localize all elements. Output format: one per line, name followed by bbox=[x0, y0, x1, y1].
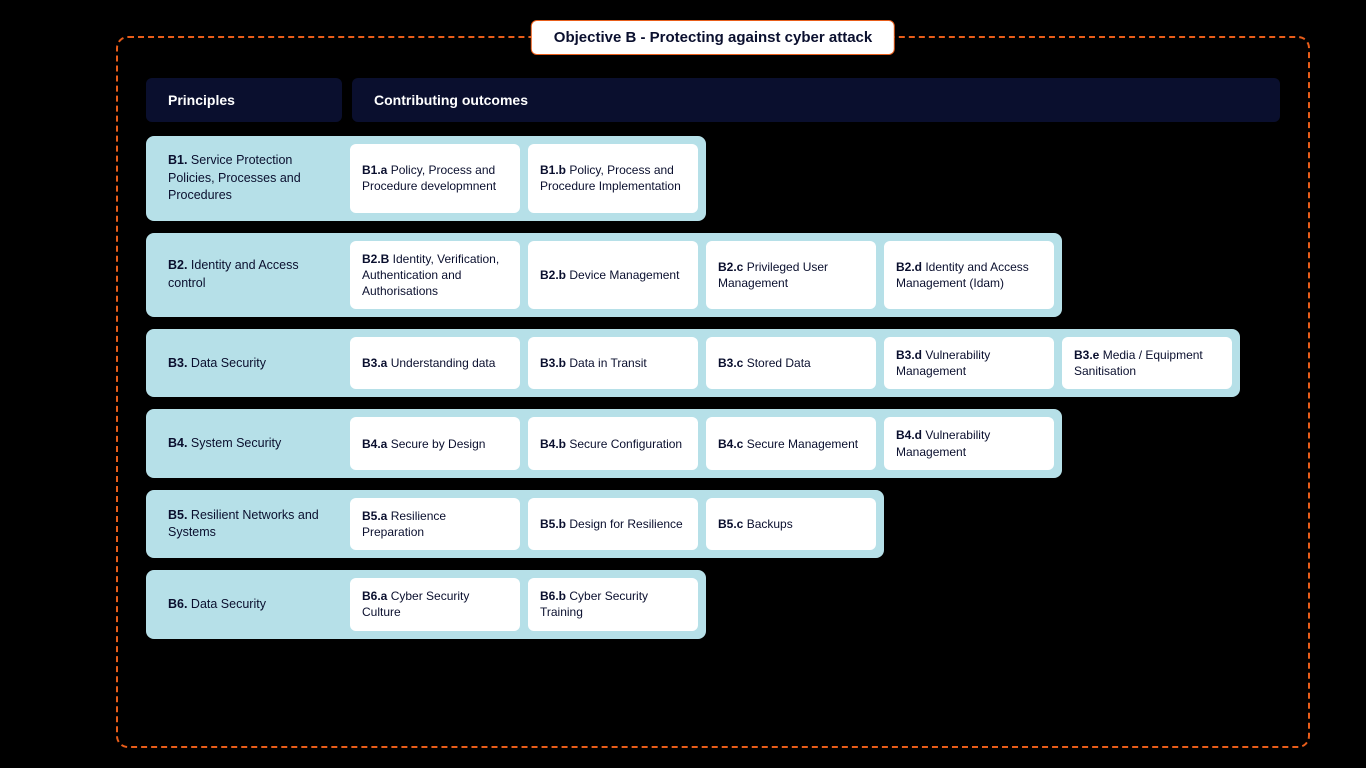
outcome-code: B4.a bbox=[362, 437, 387, 451]
principle-row: B1. Service Protection Policies, Process… bbox=[146, 136, 706, 221]
principle-code: B6. bbox=[168, 597, 187, 611]
principle-code: B1. bbox=[168, 153, 187, 167]
principle-text: Resilient Networks and Systems bbox=[168, 508, 319, 540]
header-principles: Principles bbox=[146, 78, 342, 122]
outcome-cell: B2.d Identity and Access Management (Ida… bbox=[884, 241, 1054, 310]
principle-row: B2. Identity and Access controlB2.B Iden… bbox=[146, 233, 1062, 318]
objective-title: Objective B - Protecting against cyber a… bbox=[531, 20, 895, 55]
outcome-cell: B5.b Design for Resilience bbox=[528, 498, 698, 550]
outcome-text: Stored Data bbox=[743, 356, 810, 370]
principle-cell: B2. Identity and Access control bbox=[154, 241, 342, 310]
objective-frame: Objective B - Protecting against cyber a… bbox=[116, 36, 1310, 748]
principle-cell: B3. Data Security bbox=[154, 337, 342, 389]
outcome-cell: B3.d Vulnerability Management bbox=[884, 337, 1054, 389]
principle-text: System Security bbox=[187, 436, 281, 450]
principle-row: B5. Resilient Networks and SystemsB5.a R… bbox=[146, 490, 884, 558]
principle-code: B3. bbox=[168, 356, 187, 370]
outcome-code: B2.c bbox=[718, 260, 743, 274]
outcome-code: B2.B bbox=[362, 252, 389, 266]
principle-text: Data Security bbox=[187, 597, 266, 611]
outcome-cell: B3.c Stored Data bbox=[706, 337, 876, 389]
outcome-code: B1.b bbox=[540, 163, 566, 177]
principle-cell: B1. Service Protection Policies, Process… bbox=[154, 144, 342, 213]
outcome-cell: B5.a Resilience Preparation bbox=[350, 498, 520, 550]
outcome-code: B2.d bbox=[896, 260, 922, 274]
outcome-cell: B3.a Understanding data bbox=[350, 337, 520, 389]
outcome-code: B4.d bbox=[896, 428, 922, 442]
principle-row: B3. Data SecurityB3.a Understanding data… bbox=[146, 329, 1240, 397]
outcome-code: B5.c bbox=[718, 517, 743, 531]
outcome-code: B6.b bbox=[540, 589, 566, 603]
principle-code: B4. bbox=[168, 436, 187, 450]
outcome-text: Secure Management bbox=[743, 437, 858, 451]
outcome-code: B3.e bbox=[1074, 348, 1099, 362]
outcome-cell: B3.e Media / Equipment Sanitisation bbox=[1062, 337, 1232, 389]
outcome-text: Backups bbox=[743, 517, 792, 531]
outcome-code: B5.a bbox=[362, 509, 387, 523]
outcome-text: Data in Transit bbox=[566, 356, 647, 370]
outcome-code: B3.b bbox=[540, 356, 566, 370]
rows-container: B1. Service Protection Policies, Process… bbox=[146, 136, 1280, 639]
outcome-code: B3.d bbox=[896, 348, 922, 362]
principle-code: B2. bbox=[168, 258, 187, 272]
principle-text: Service Protection Policies, Processes a… bbox=[168, 153, 301, 202]
outcome-cell: B1.b Policy, Process and Procedure Imple… bbox=[528, 144, 698, 213]
outcome-cell: B6.b Cyber Security Training bbox=[528, 578, 698, 630]
principle-text: Identity and Access control bbox=[168, 258, 299, 290]
outcome-cell: B4.a Secure by Design bbox=[350, 417, 520, 469]
outcome-cell: B2.b Device Management bbox=[528, 241, 698, 310]
outcome-code: B2.b bbox=[540, 268, 566, 282]
outcome-cell: B4.b Secure Configuration bbox=[528, 417, 698, 469]
outcome-code: B4.c bbox=[718, 437, 743, 451]
principle-cell: B6. Data Security bbox=[154, 578, 342, 630]
outcome-text: Design for Resilience bbox=[566, 517, 683, 531]
outcome-cell: B2.c Privileged User Management bbox=[706, 241, 876, 310]
outcome-cell: B6.a Cyber Security Culture bbox=[350, 578, 520, 630]
outcome-code: B3.a bbox=[362, 356, 387, 370]
header-row: Principles Contributing outcomes bbox=[146, 78, 1280, 122]
outcome-cell: B4.c Secure Management bbox=[706, 417, 876, 469]
principle-code: B5. bbox=[168, 508, 187, 522]
principle-row: B4. System SecurityB4.a Secure by Design… bbox=[146, 409, 1062, 477]
outcome-text: Understanding data bbox=[387, 356, 495, 370]
outcome-code: B1.a bbox=[362, 163, 387, 177]
outcome-text: Secure Configuration bbox=[566, 437, 682, 451]
outcome-code: B6.a bbox=[362, 589, 387, 603]
outcome-cell: B5.c Backups bbox=[706, 498, 876, 550]
outcome-code: B3.c bbox=[718, 356, 743, 370]
outcome-text: Device Management bbox=[566, 268, 679, 282]
outcome-cell: B1.a Policy, Process and Procedure devel… bbox=[350, 144, 520, 213]
principle-cell: B5. Resilient Networks and Systems bbox=[154, 498, 342, 550]
outcome-code: B4.b bbox=[540, 437, 566, 451]
principle-cell: B4. System Security bbox=[154, 417, 342, 469]
outcome-cell: B2.B Identity, Verification, Authenticat… bbox=[350, 241, 520, 310]
principle-text: Data Security bbox=[187, 356, 266, 370]
outcome-cell: B4.d Vulnerability Management bbox=[884, 417, 1054, 469]
outcome-code: B5.b bbox=[540, 517, 566, 531]
principle-row: B6. Data SecurityB6.a Cyber Security Cul… bbox=[146, 570, 706, 638]
header-outcomes: Contributing outcomes bbox=[352, 78, 1280, 122]
outcome-text: Secure by Design bbox=[387, 437, 485, 451]
outcome-cell: B3.b Data in Transit bbox=[528, 337, 698, 389]
